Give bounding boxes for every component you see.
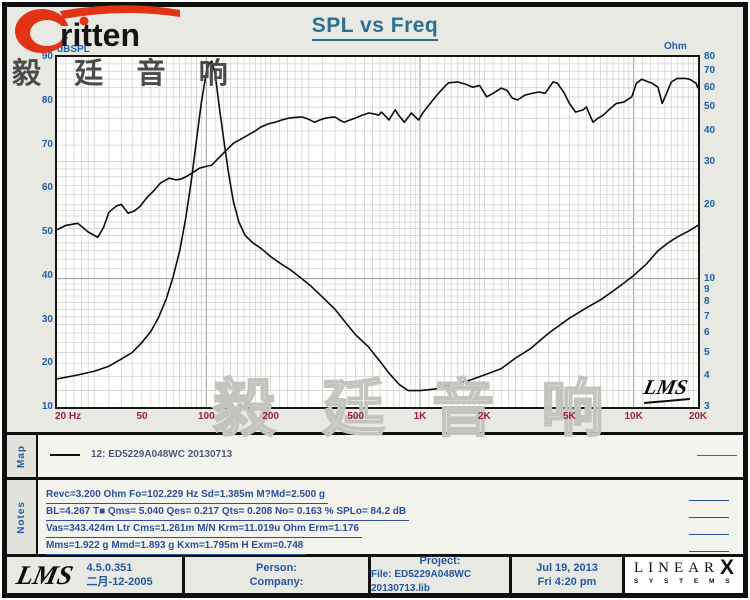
x-axis-tick: 200 [262, 411, 279, 422]
y-left-tick: 80 [41, 94, 53, 106]
notes-line: Vas=343.424m Ltr Cms=1.261m M/N Krm=11.0… [46, 519, 735, 538]
linearx-name: LINEAR [633, 560, 719, 576]
y-right-tick: 60 [704, 81, 716, 93]
page-title: SPL vs Freq [250, 14, 500, 41]
x-axis-tick: 5K [562, 411, 576, 422]
notes-line-text: Revc=3.200 Ohm Fo=102.229 Hz Sd=1.385m M… [46, 487, 329, 504]
brand-logo: ritten [8, 2, 198, 59]
footer-bar: LMS 4.5.0.351 二月-12-2005 Person: Company… [7, 555, 743, 594]
y-right-tick: 50 [704, 101, 716, 113]
y-right-tick: 10 [704, 272, 716, 284]
y-left-tick: 50 [41, 226, 53, 237]
page-title-text: SPL vs Freq [311, 14, 439, 41]
linearx-systems: S Y S T E M S [633, 578, 735, 585]
footer-linearx-cell: LINEAR X S Y S T E M S [625, 557, 743, 593]
y-left-tick: 70 [41, 138, 53, 150]
legend-text: 12: ED5229A048WC 20130713 [91, 449, 233, 460]
notes-rule-stub [689, 534, 729, 535]
x-axis-tick: 2K [477, 411, 491, 422]
y-right-tick: 9 [704, 283, 710, 295]
x-axis-tick: 1K [413, 411, 427, 422]
notes-rule-stub [689, 551, 729, 552]
y-left-tick: 40 [41, 269, 53, 281]
footer-project-cell: Project: File: ED5229A048WC 20130713.lib [371, 555, 512, 594]
notes-row: Notes Revc=3.200 Ohm Fo=102.229 Hz Sd=1.… [7, 480, 743, 557]
spl-curve [57, 77, 698, 239]
report-time: Fri 4:20 pm [537, 576, 597, 588]
x-axis-tick: 10K [624, 411, 643, 422]
y-right-tick: 6 [704, 327, 710, 339]
notes-line-text: Vas=343.424m Ltr Cms=1.261m M/N Krm=11.0… [46, 521, 362, 538]
curve-legend: 12: ED5229A048WC 20130713 [50, 449, 232, 460]
map-row-content: 12: ED5229A048WC 20130713 [38, 435, 743, 477]
footer-person-cell: Person: Company: [185, 557, 371, 593]
person-label: Person: [256, 562, 297, 574]
app-version: 4.5.0.351 [86, 562, 133, 574]
notes-line: Revc=3.200 Ohm Fo=102.229 Hz Sd=1.385m M… [46, 485, 735, 504]
y-right-tick: 3 [704, 401, 710, 412]
brand-cjk-text: 毅 廷 音 响 [12, 58, 241, 90]
y-right-tick: 5 [704, 346, 710, 358]
y-right-tick: 40 [704, 124, 716, 136]
notes-rule-stub [689, 517, 729, 518]
company-label: Company: [249, 576, 304, 588]
y-right-axis-unit: Ohm [664, 41, 687, 52]
y-right-tick: 30 [704, 155, 716, 167]
notes-row-label-cell: Notes [7, 480, 38, 554]
y-right-tick: 80 [704, 51, 716, 62]
map-rule-stub [697, 455, 737, 456]
footer-version-cell: LMS 4.5.0.351 二月-12-2005 [7, 557, 185, 593]
x-axis-tick: 50 [136, 411, 148, 422]
x-axis-tick: 20K [688, 411, 708, 422]
notes-line-text: Mms=1.922 g Mmd=1.893 g Kxm=1.795m H Exm… [46, 538, 307, 555]
x-axis-tick: 500 [347, 411, 365, 422]
report-date: Jul 19, 2013 [536, 562, 598, 574]
map-row-label-cell: Map [7, 435, 38, 477]
lms-footer-logo: LMS [13, 559, 76, 590]
x-axis-tick: 20 Hz [55, 411, 82, 422]
brand-text: ritten [60, 17, 140, 53]
notes-rule-stub [689, 500, 729, 501]
spl-impedance-chart [57, 57, 698, 407]
notes-row-content: Revc=3.200 Ohm Fo=102.229 Hz Sd=1.385m M… [38, 480, 743, 555]
notes-line-text: BL=4.267 T■ Qms= 5.040 Qes= 0.217 Qts= 0… [46, 504, 410, 521]
y-right-tick: 7 [704, 310, 710, 322]
y-right-tick: 70 [704, 65, 716, 77]
y-left-tick: 30 [41, 313, 53, 325]
map-label: Map [16, 444, 27, 468]
project-label: Project: [419, 555, 461, 567]
y-right-tick: 8 [704, 296, 710, 308]
y-left-tick: 60 [41, 182, 53, 194]
y-left-tick: 90 [41, 51, 53, 62]
map-row: Map 12: ED5229A048WC 20130713 [7, 432, 743, 480]
legend-line-sample [50, 453, 80, 456]
notes-line: Mms=1.922 g Mmd=1.893 g Kxm=1.795m H Exm… [46, 536, 735, 555]
lms-plot-logo: LMS [641, 375, 690, 405]
notes-label: Notes [16, 500, 27, 534]
y-left-tick: 20 [41, 357, 53, 369]
footer-datetime-cell: Jul 19, 2013 Fri 4:20 pm [512, 557, 625, 593]
y-right-tick: 4 [704, 370, 710, 382]
y-left-tick: 10 [41, 401, 53, 412]
brand-swoosh-icon: ritten [15, 5, 180, 53]
plot-area [55, 55, 700, 409]
lms-script-text: LMS [641, 375, 690, 399]
notes-line: BL=4.267 T■ Qms= 5.040 Qes= 0.217 Qts= 0… [46, 502, 735, 521]
y-left-axis-unit: dBSPL [57, 44, 90, 55]
impedance-curve [57, 60, 698, 392]
file-label: File: ED5229A048WC 20130713.lib [371, 569, 472, 594]
app-version-date: 二月-12-2005 [86, 576, 153, 588]
x-axis-tick: 100 [198, 411, 215, 422]
y-right-tick: 20 [704, 198, 716, 210]
linearx-x: X [719, 556, 734, 579]
